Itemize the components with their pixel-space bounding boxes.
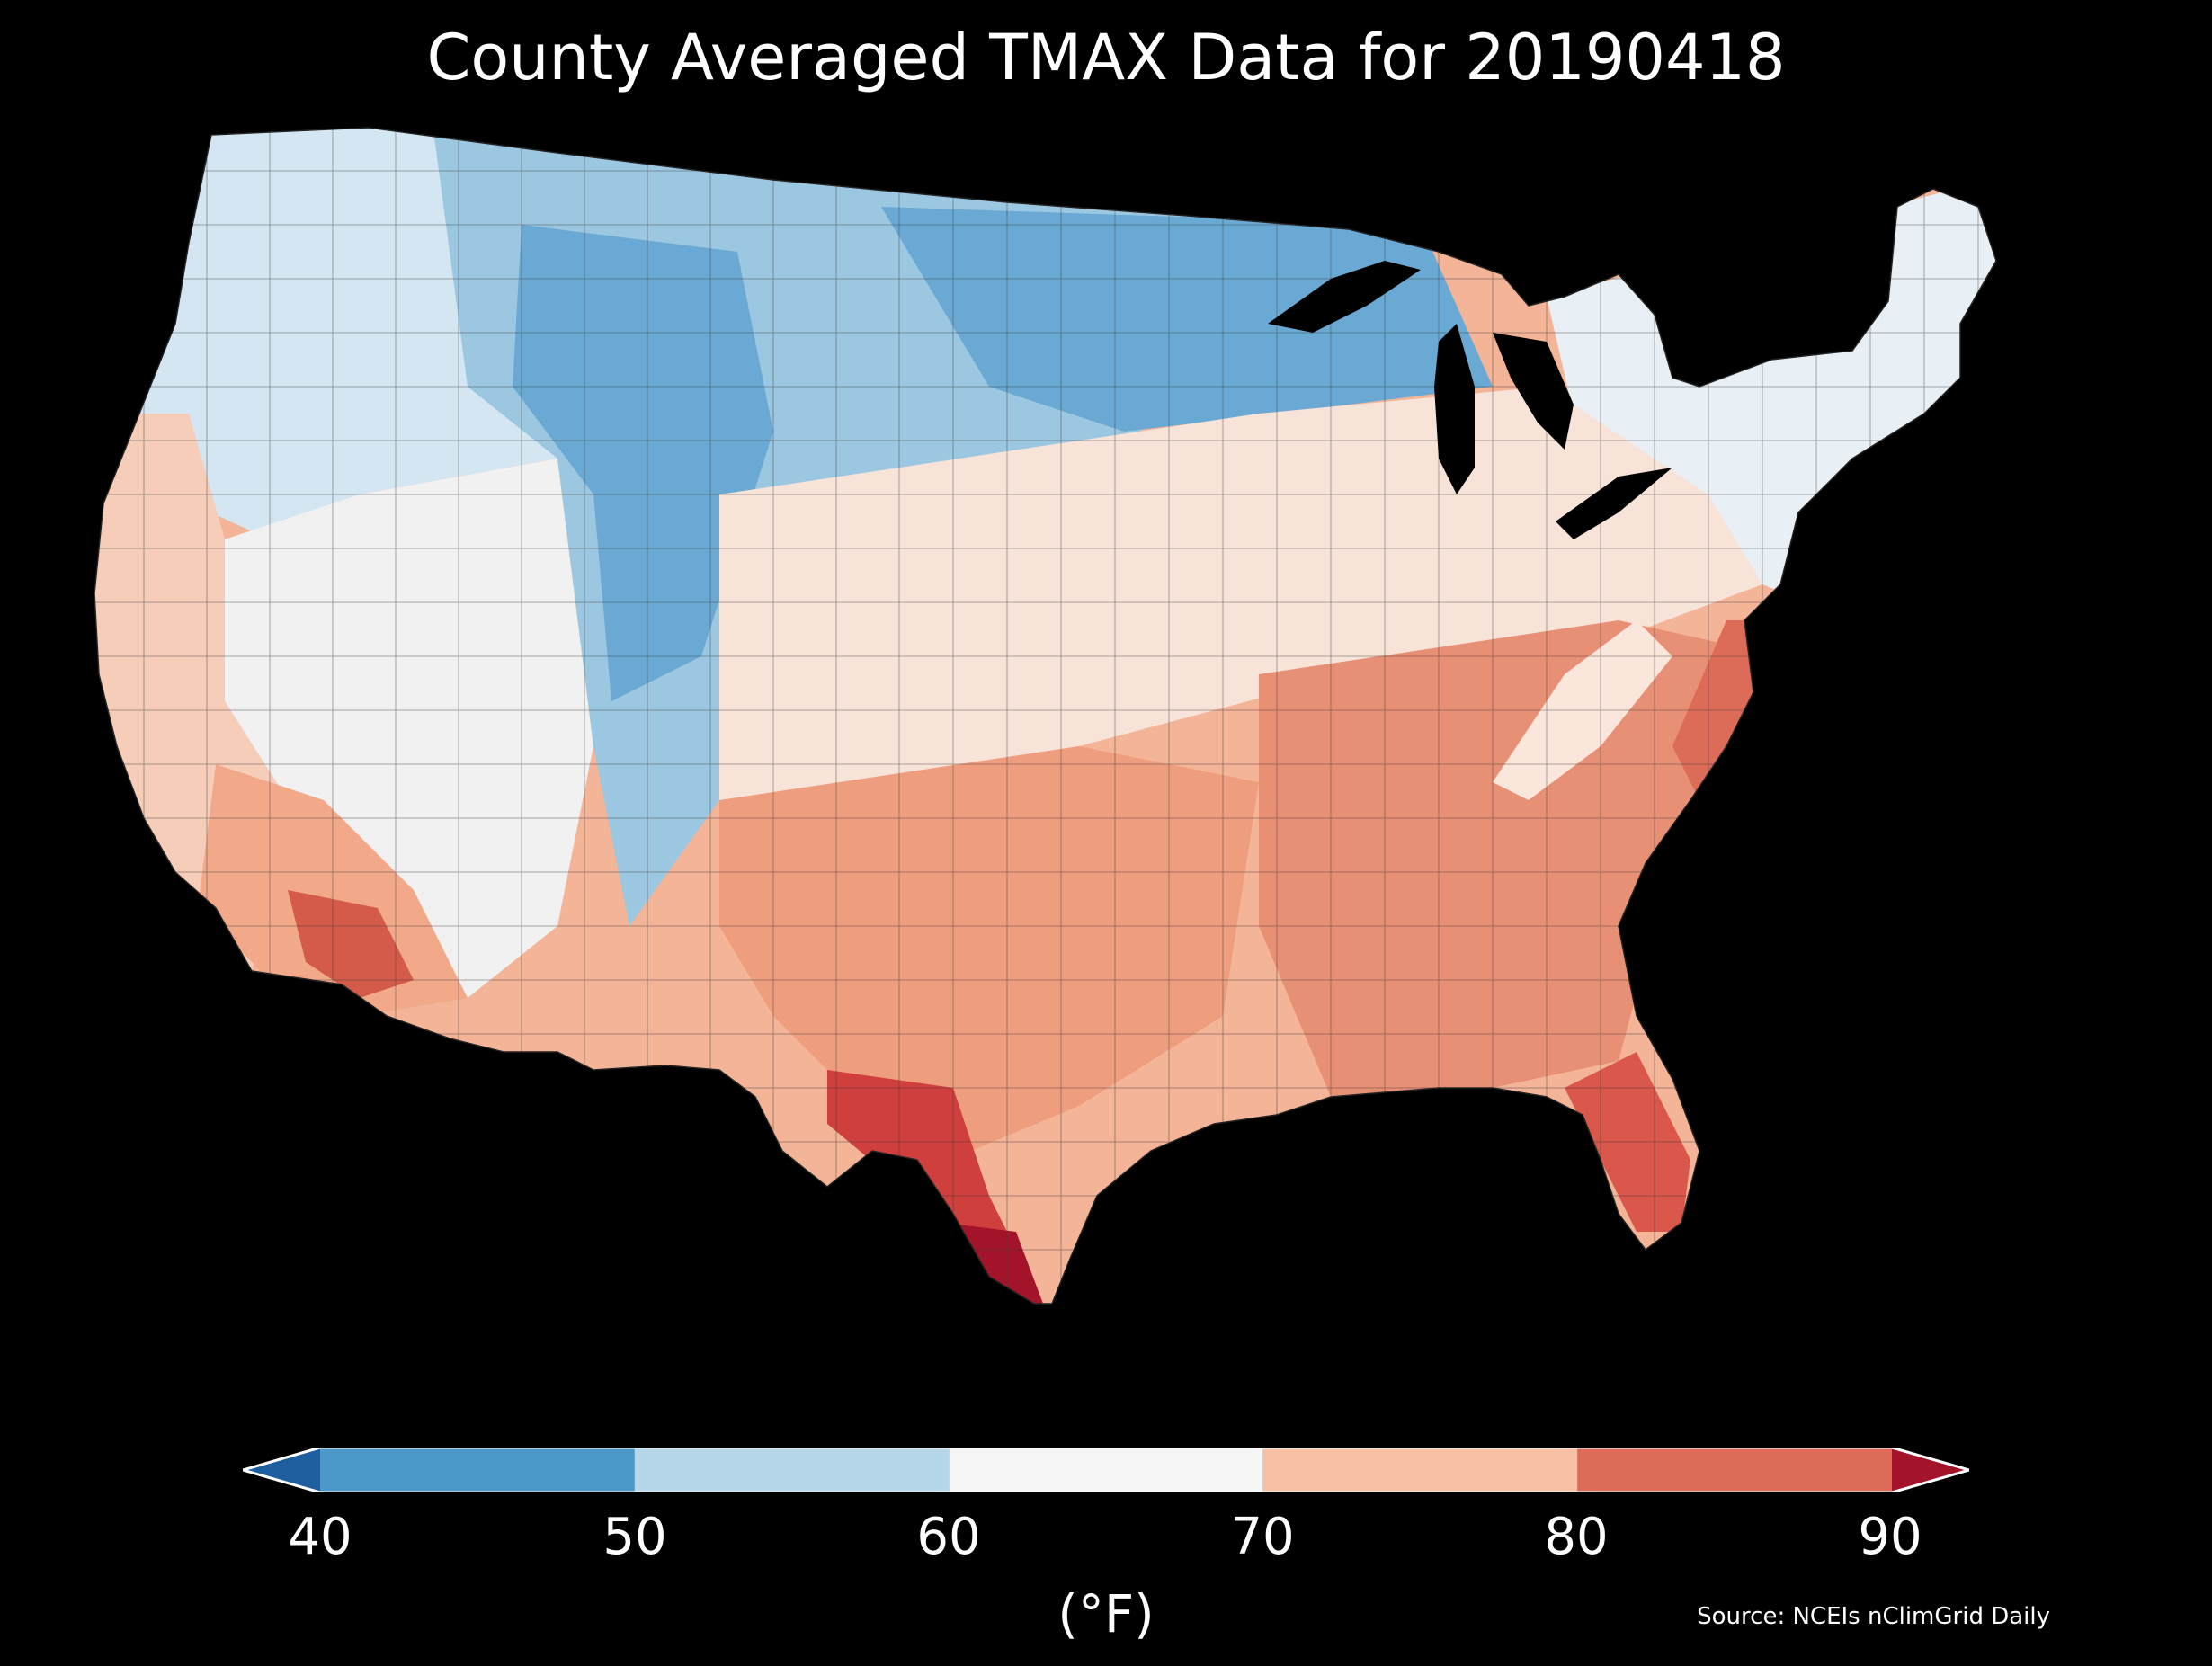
colorbar-unit-label: (°F) xyxy=(1057,1583,1155,1644)
lake-superior xyxy=(1268,261,1421,333)
region-upper-midwest xyxy=(881,207,1493,432)
region-southern-plains xyxy=(719,746,1259,1151)
colorbar-bin-50-60 xyxy=(634,1448,950,1492)
colorbar-under-extension xyxy=(243,1448,320,1492)
colorbar-tick-80: 80 xyxy=(1544,1508,1609,1566)
source-credit: Source: NCEIs nClimGrid Daily xyxy=(1697,1603,2050,1630)
colorbar-bin-60-70 xyxy=(949,1448,1263,1492)
lake-erie xyxy=(1556,468,1672,539)
us-outline xyxy=(94,127,1997,1305)
region-idaho-wyoming-cold xyxy=(513,225,773,701)
region-central-belt xyxy=(719,387,1762,800)
map-title: County Averaged TMAX Data for 20190418 xyxy=(426,21,1786,94)
lake-huron xyxy=(1493,333,1574,450)
lake-michigan xyxy=(1434,324,1475,494)
region-southeast xyxy=(1259,620,1780,1097)
colorbar xyxy=(243,1448,1969,1492)
colorbar-over-extension xyxy=(1892,1448,1969,1492)
colorbar-tick-40: 40 xyxy=(288,1508,352,1566)
colorbar-tick-50: 50 xyxy=(602,1508,667,1566)
colorbar-bin-40-50 xyxy=(320,1448,635,1492)
us-county-map xyxy=(90,117,2122,1394)
colorbar-tick-90: 90 xyxy=(1858,1508,1922,1566)
colorbar-tick-70: 70 xyxy=(1230,1508,1295,1566)
colorbar-tick-60: 60 xyxy=(916,1508,981,1566)
region-low-desert xyxy=(288,890,414,998)
colorbar-bin-80-90 xyxy=(1577,1448,1892,1492)
region-great-basin xyxy=(225,459,593,998)
colorbar-bin-70-80 xyxy=(1262,1448,1578,1492)
